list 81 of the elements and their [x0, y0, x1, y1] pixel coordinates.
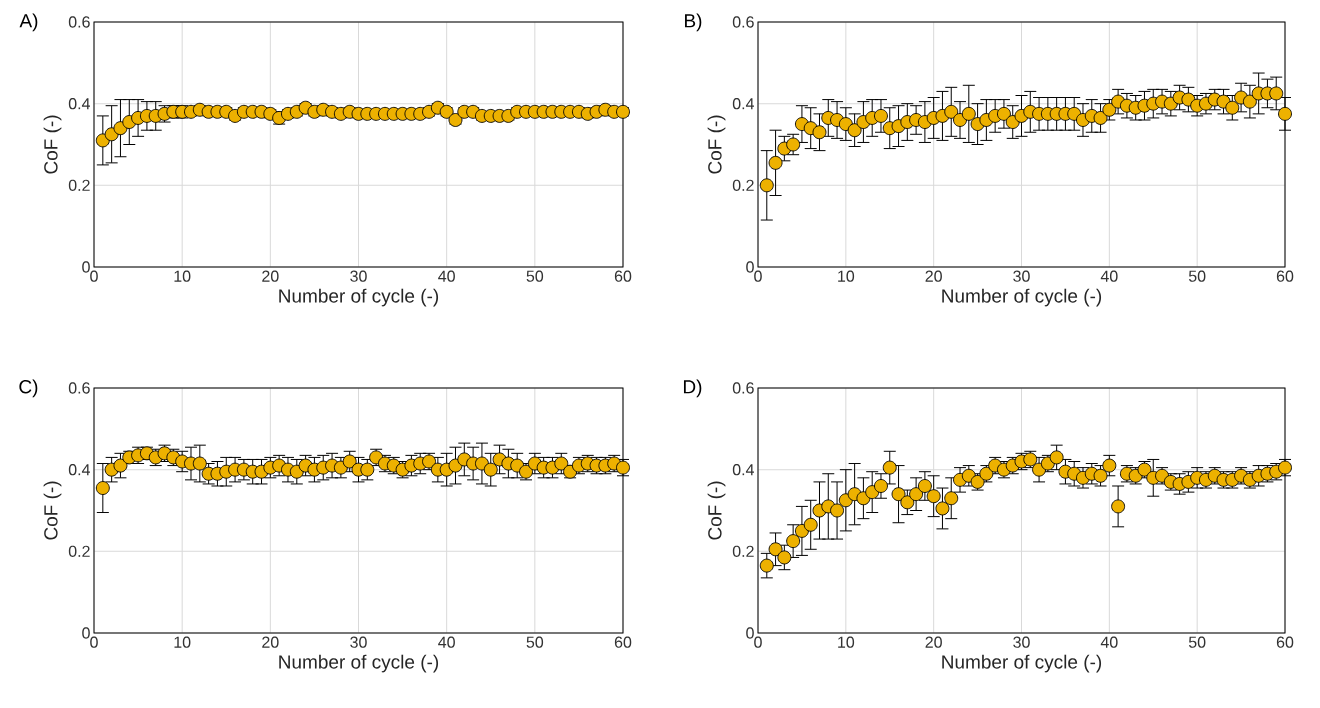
- x-axis-title: Number of cycle (-): [942, 654, 1102, 673]
- x-tick-label: 20: [262, 636, 279, 648]
- x-tick-label: 10: [838, 270, 855, 282]
- point: [1269, 86, 1284, 101]
- x-tick-label: 30: [350, 636, 367, 648]
- x-tick-label: 50: [1188, 636, 1206, 648]
- y-tick-label: 0: [82, 261, 90, 273]
- chart-title: A): [19, 13, 38, 32]
- point: [95, 481, 110, 495]
- y-axis-title: CoF (-): [43, 115, 62, 174]
- point: [803, 517, 818, 532]
- y-tick-label: 0.6: [732, 382, 754, 394]
- y-tick-label: 0.4: [68, 464, 90, 476]
- point: [944, 491, 959, 506]
- point: [759, 178, 774, 193]
- x-tick-label: 40: [1100, 270, 1118, 282]
- y-axis-title: CoF (-): [707, 115, 726, 174]
- x-tick-label: 20: [925, 270, 942, 282]
- y-tick-label: 0.6: [732, 16, 754, 28]
- x-tick-label: 30: [350, 270, 367, 282]
- y-tick-label: 0.4: [732, 464, 754, 476]
- y-tick-label: 0.2: [68, 545, 90, 557]
- x-tick-label: 40: [438, 636, 455, 648]
- x-tick-label: 0: [754, 636, 762, 648]
- y-tick-label: 0: [82, 627, 90, 639]
- x-tick-label: 30: [1013, 270, 1030, 282]
- x-tick-label: 10: [174, 636, 191, 648]
- x-tick-label: 60: [614, 636, 632, 648]
- y-tick-label: 0.6: [68, 382, 90, 394]
- point: [882, 460, 897, 475]
- chart-title: B): [685, 13, 702, 32]
- y-tick-label: 0.6: [68, 16, 90, 28]
- x-tick-label: 50: [1188, 270, 1206, 282]
- x-axis-title: Number of cycle (-): [279, 654, 439, 673]
- x-tick-label: 60: [1276, 636, 1294, 648]
- y-tick-label: 0.2: [68, 179, 90, 191]
- x-tick-label: 0: [90, 636, 98, 648]
- x-tick-label: 50: [526, 636, 544, 648]
- y-tick-label: 0.2: [732, 545, 754, 557]
- point: [483, 462, 498, 477]
- x-tick-label: 50: [526, 270, 544, 282]
- point: [759, 558, 774, 573]
- point: [768, 155, 783, 170]
- point: [360, 462, 375, 477]
- x-axis-title: Number of cycle (-): [942, 288, 1102, 307]
- point: [1278, 106, 1292, 121]
- x-axis-title: Number of cycle (-): [279, 288, 439, 307]
- point: [935, 501, 950, 516]
- point: [1242, 94, 1257, 109]
- y-tick-label: 0: [746, 627, 754, 639]
- x-tick-label: 20: [925, 636, 942, 648]
- point: [856, 491, 871, 506]
- point: [786, 534, 801, 549]
- point: [192, 456, 207, 471]
- x-tick-label: 40: [1100, 636, 1118, 648]
- x-tick-label: 30: [1013, 636, 1030, 648]
- chart-title: C): [19, 379, 38, 398]
- y-tick-label: 0.4: [732, 98, 754, 110]
- y-tick-label: 0.4: [68, 98, 90, 110]
- point: [874, 479, 888, 493]
- x-tick-label: 60: [614, 270, 632, 282]
- y-tick-label: 0.2: [732, 179, 754, 191]
- point: [1102, 458, 1117, 473]
- x-tick-label: 60: [1276, 270, 1294, 282]
- y-axis-title: CoF (-): [707, 481, 726, 540]
- x-tick-label: 10: [838, 636, 855, 648]
- point: [448, 113, 463, 127]
- chart-title: D): [683, 379, 702, 398]
- x-tick-label: 20: [262, 270, 279, 282]
- x-tick-label: 0: [754, 270, 762, 282]
- x-tick-label: 40: [438, 270, 455, 282]
- point: [1111, 499, 1126, 514]
- x-tick-label: 10: [174, 270, 191, 282]
- x-tick-label: 0: [90, 270, 98, 282]
- point: [874, 108, 888, 123]
- y-axis-title: CoF (-): [43, 481, 62, 540]
- y-tick-label: 0: [746, 261, 754, 273]
- point: [812, 125, 827, 140]
- point: [961, 106, 976, 121]
- point: [926, 489, 941, 504]
- point: [830, 503, 844, 518]
